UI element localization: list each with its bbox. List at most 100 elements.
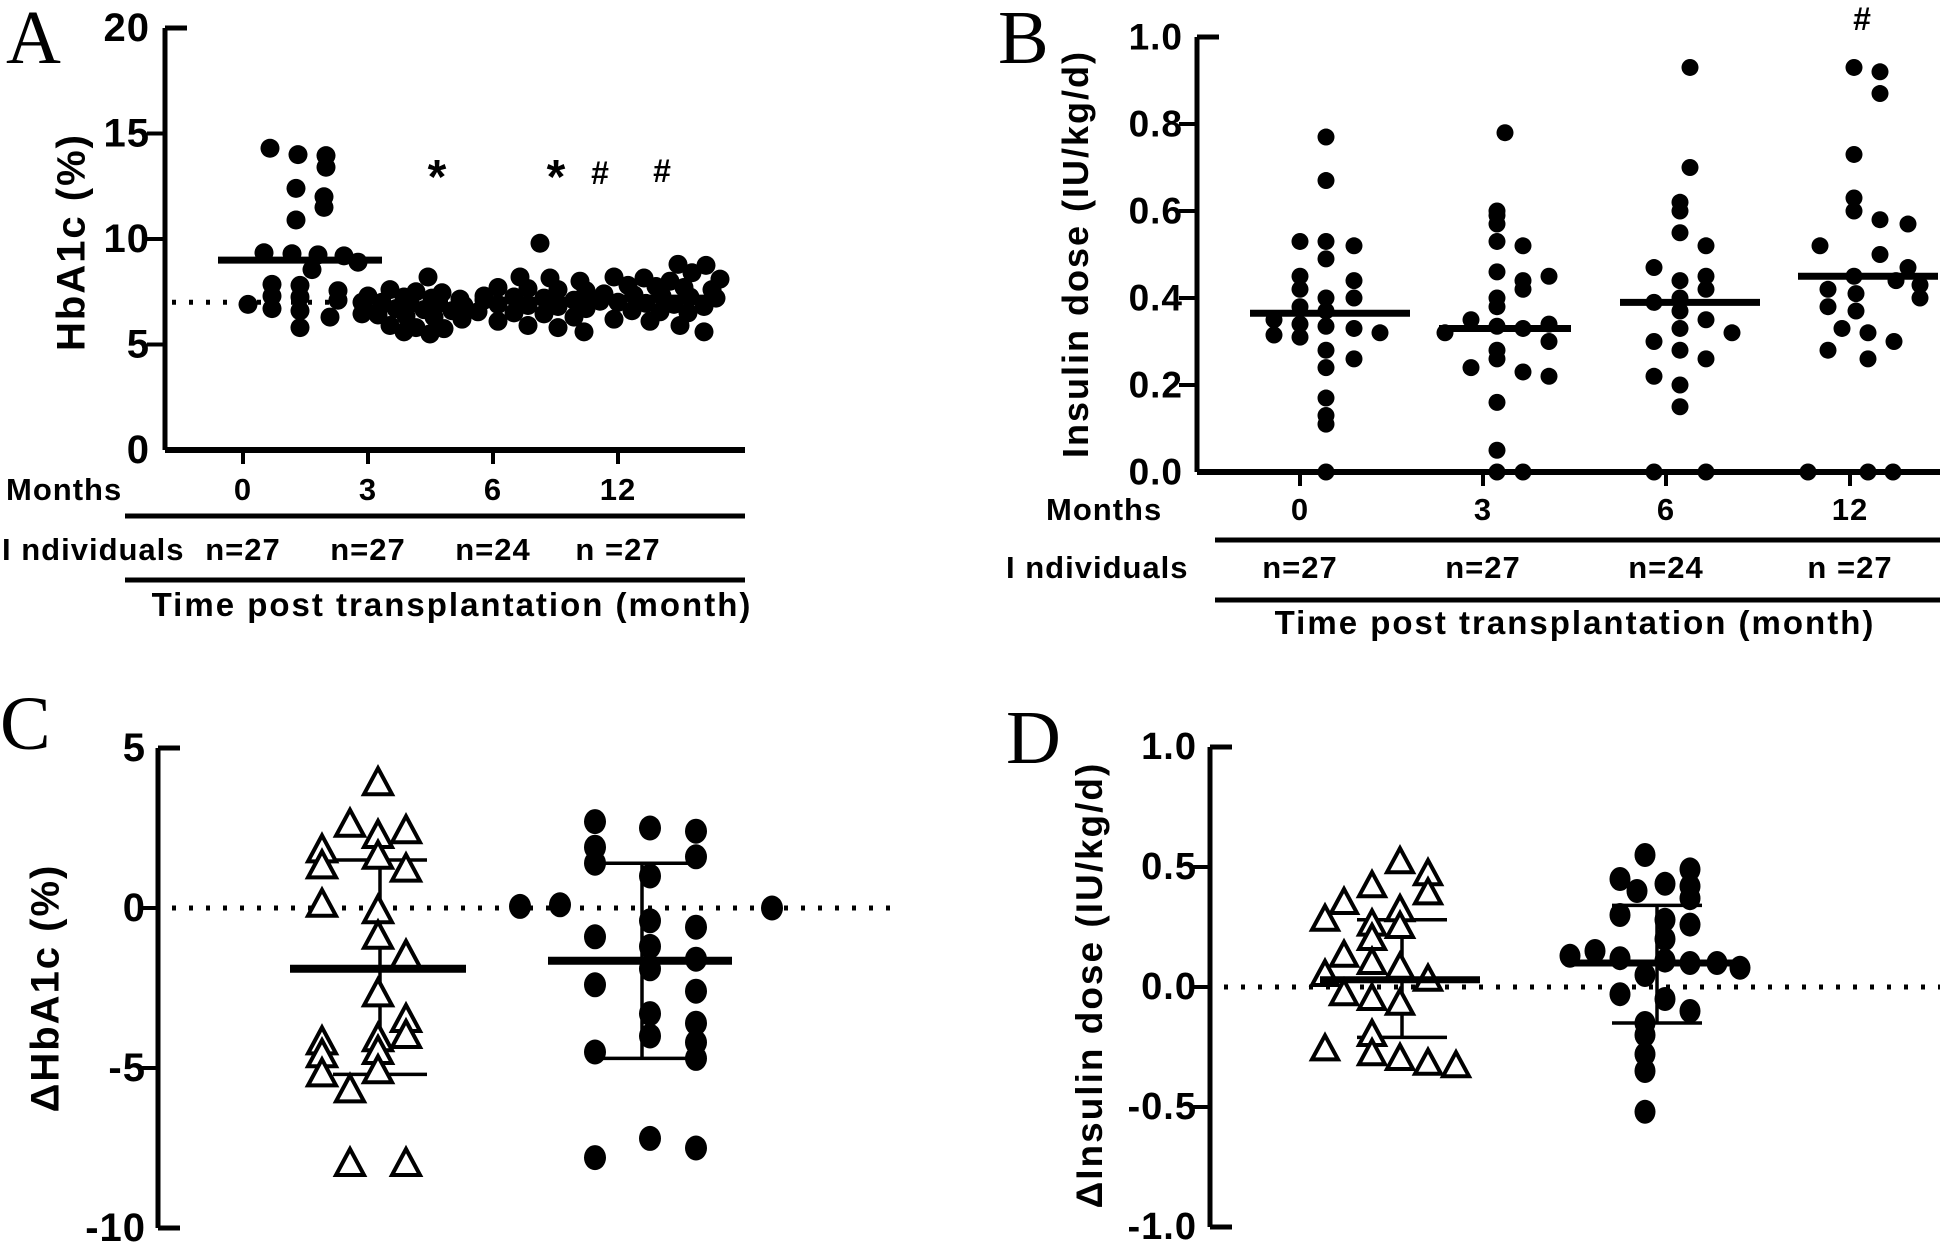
- data-point-dot: [548, 318, 568, 338]
- data-point-dot: [1681, 58, 1699, 76]
- data-point-dot: [1345, 289, 1363, 307]
- data-point-triangle: [304, 885, 340, 918]
- data-point-dot: [328, 290, 348, 310]
- data-point-dot: [1697, 350, 1715, 368]
- individuals-count: n=24: [1628, 550, 1704, 585]
- month-value: 3: [1474, 492, 1492, 527]
- data-point-dot: [1871, 85, 1889, 103]
- individuals-row-label: I ndividuals: [2, 532, 185, 567]
- data-point-circle: [1654, 987, 1676, 1011]
- data-point-dot: [1871, 246, 1889, 263]
- data-point-circle: [685, 978, 707, 1004]
- data-point-dot: [1681, 159, 1699, 176]
- data-point-dot: [290, 318, 310, 338]
- panel-d-y-axis-title: ΔInsulin dose (IU/kg/d): [1069, 761, 1110, 1209]
- data-point-circle: [685, 1045, 707, 1071]
- data-point-dot: [1885, 333, 1903, 350]
- data-point-circle: [639, 1023, 661, 1049]
- panel-a-y-axis-title: HbA1c (%): [49, 132, 94, 352]
- data-point-circle: [639, 1001, 661, 1027]
- data-point-dot: [1645, 333, 1663, 350]
- data-point-dot: [1645, 259, 1663, 277]
- data-point-circle: [761, 895, 783, 921]
- data-point-dot: [1317, 359, 1335, 377]
- data-point-dot: [1514, 363, 1532, 381]
- data-point-circle: [1634, 1099, 1656, 1124]
- data-point-dot: [518, 316, 538, 336]
- data-point-dot: [1488, 263, 1506, 281]
- x-axis-title: Time post transplantation (month): [1275, 604, 1876, 641]
- data-point-dot: [622, 301, 642, 321]
- month-value: 6: [1657, 492, 1675, 527]
- data-point-circle: [639, 863, 661, 889]
- data-point-dot: [1488, 393, 1506, 411]
- data-point-dot: [1859, 350, 1877, 368]
- month-value: 12: [600, 472, 636, 507]
- y-tick-label: 0.0: [1129, 452, 1183, 493]
- data-point-circle: [1626, 879, 1648, 903]
- data-point-dot: [1671, 302, 1689, 320]
- y-tick-label: 5: [123, 726, 146, 770]
- data-point-dot: [1345, 319, 1363, 337]
- data-point-dot: [302, 260, 322, 280]
- data-point-dot: [564, 307, 584, 327]
- data-point-triangle: [360, 837, 396, 870]
- data-point-triangle: [1355, 1036, 1389, 1067]
- data-point-dot: [530, 233, 550, 253]
- data-point-dot: [314, 197, 334, 217]
- data-point-dot: [1671, 341, 1689, 359]
- panel-c-plot: 5 0 -5 -10: [85, 726, 895, 1250]
- data-point-dot: [1871, 63, 1889, 81]
- data-point-triangle: [1327, 976, 1361, 1007]
- data-point-triangle: [1355, 980, 1389, 1011]
- y-tick-label: -0.5: [1128, 1086, 1197, 1128]
- data-point-dot: [320, 307, 340, 327]
- data-point-triangle: [388, 850, 424, 883]
- data-point-dot: [1723, 324, 1741, 342]
- data-point-dot: [1317, 341, 1335, 359]
- data-point-dot: [238, 294, 258, 314]
- data-point-triangle: [1411, 875, 1445, 906]
- data-point-dot: [1859, 463, 1877, 481]
- data-point-dot: [1317, 128, 1335, 146]
- data-point-dot: [1845, 202, 1863, 220]
- data-point-triangle: [1383, 1040, 1417, 1071]
- y-tick-label: -10: [85, 1206, 146, 1250]
- data-point-dot: [1488, 215, 1506, 233]
- panel-c-y-axis-title: ΔHbA1c (%): [23, 863, 68, 1113]
- y-tick-label: 0.5: [1141, 846, 1197, 888]
- data-point-dot: [504, 303, 524, 323]
- y-tick-label: 0.0: [1141, 966, 1197, 1008]
- data-point-circle: [1679, 886, 1701, 911]
- data-point-triangle: [1439, 1048, 1473, 1079]
- significance-marker: #: [653, 153, 671, 189]
- data-point-circle: [1609, 903, 1631, 927]
- data-point-dot: [1697, 463, 1715, 481]
- data-point-triangle: [1355, 868, 1389, 899]
- data-point-circle: [685, 844, 707, 870]
- data-point-dot: [604, 309, 624, 329]
- panel-b-plot: 1.0 0.8 0.6 0.4 0.2 0.0 # Months 0 3 6 12 I ndividua…: [1006, 1, 1940, 641]
- data-point-dot: [420, 324, 440, 344]
- panel-c-letter: C: [0, 682, 51, 766]
- data-point-triangle: [388, 936, 424, 969]
- data-point-dot: [1911, 276, 1929, 294]
- data-point-dot: [1371, 324, 1389, 342]
- data-point-dot: [1884, 463, 1902, 481]
- data-point-dot: [696, 255, 716, 275]
- data-point-dot: [1671, 272, 1689, 290]
- data-point-dot: [1899, 259, 1917, 277]
- data-point-circle: [1654, 927, 1676, 951]
- y-tick-label: 1.0: [1129, 17, 1183, 58]
- data-point-triangle: [1355, 944, 1389, 975]
- data-point-circle: [584, 1039, 606, 1065]
- data-point-dot: [668, 254, 688, 274]
- data-point-dot: [682, 263, 702, 283]
- data-point-triangle: [1383, 844, 1417, 875]
- y-tick-label: 10: [104, 217, 151, 261]
- data-point-dot: [1291, 328, 1309, 346]
- individuals-count: n=27: [1445, 550, 1521, 585]
- significance-marker: *: [428, 151, 447, 204]
- y-tick-label: -5: [108, 1046, 146, 1090]
